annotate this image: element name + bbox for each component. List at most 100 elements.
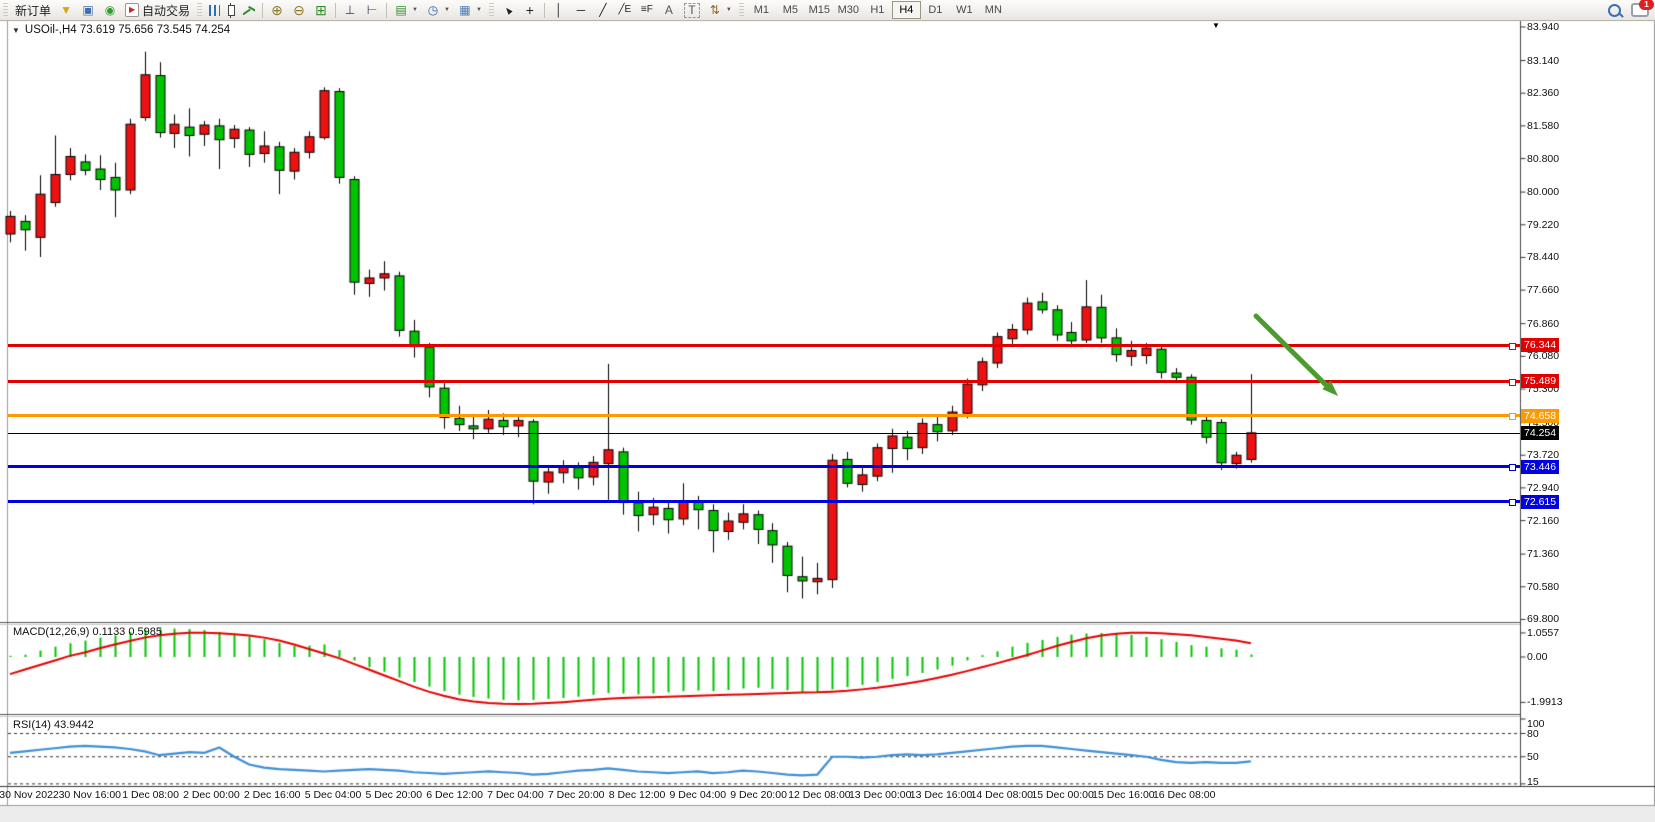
search-icon[interactable] bbox=[1608, 3, 1621, 17]
fibonacci-button[interactable]: ≡F bbox=[640, 4, 653, 15]
separate-window-button[interactable]: ⊢ bbox=[366, 3, 378, 17]
line-chart-icon bbox=[243, 5, 255, 15]
level-line-73.446[interactable] bbox=[8, 464, 1520, 472]
horizontal-line-button[interactable]: ─ bbox=[576, 3, 586, 17]
rsi-tick-label: 80 bbox=[1527, 727, 1539, 740]
text-button[interactable]: A bbox=[664, 3, 673, 17]
crosshair-button[interactable]: + bbox=[525, 2, 534, 18]
timeframe-h4[interactable]: H4 bbox=[891, 1, 921, 19]
price-tick-label: 79.220 bbox=[1527, 218, 1560, 231]
time-tick-label: 30 Nov 16:00 bbox=[58, 789, 122, 801]
level-line-75.489[interactable] bbox=[8, 378, 1520, 386]
candlestick-button[interactable] bbox=[224, 1, 239, 19]
timeframe-mn[interactable]: MN bbox=[984, 4, 1002, 16]
price-tick-label: 72.940 bbox=[1527, 481, 1560, 494]
trendline-button[interactable]: ╱ bbox=[599, 3, 607, 17]
price-tick-label: 83.140 bbox=[1527, 54, 1560, 67]
rsi-label: RSI(14) 43.9442 bbox=[13, 719, 94, 731]
timeframe-m15[interactable]: M15 bbox=[808, 4, 831, 16]
time-tick-label: 5 Dec 04:00 bbox=[304, 789, 362, 801]
text-label-button[interactable]: T bbox=[680, 1, 704, 19]
indicators-window-button[interactable]: ⊥ bbox=[344, 3, 356, 17]
time-tick-label: 16 Dec 08:00 bbox=[1152, 789, 1216, 801]
price-tick-label: 80.000 bbox=[1527, 186, 1560, 199]
new-chart-dropdown[interactable]: ▤ ▼ bbox=[395, 3, 418, 17]
line-handle[interactable] bbox=[1509, 499, 1516, 507]
rsi-tick-label: 100 bbox=[1527, 718, 1545, 730]
tile-windows-button[interactable]: ⊞ bbox=[315, 2, 327, 18]
price-tag-74.254: 74.254 bbox=[1521, 425, 1560, 440]
price-tag-75.489: 75.489 bbox=[1521, 374, 1560, 389]
time-tick-label: 5 Dec 20:00 bbox=[365, 789, 423, 801]
price-tick-label: 82.360 bbox=[1527, 87, 1560, 100]
line-handle[interactable] bbox=[1509, 464, 1516, 472]
macd-tick-label: -1.9913 bbox=[1527, 696, 1563, 709]
toolbar: 新订单 ▼ ▣ ◉ ▶ 自动交易 ⊕ ⊖ ⊞ ⊥ ⊢ ▤ ▼ ◷ ▼ ▦ ▼ ▲ + … bbox=[0, 0, 1655, 21]
time-tick-label: 15 Dec 00:00 bbox=[1031, 789, 1094, 801]
time-tick-label: 9 Dec 04:00 bbox=[669, 789, 727, 801]
rsi-tick-label: 15 bbox=[1527, 776, 1539, 788]
timeframe-w1[interactable]: W1 bbox=[956, 4, 973, 16]
chart-shift-marker[interactable]: ▼ bbox=[1212, 21, 1220, 30]
line-chart-button[interactable] bbox=[239, 1, 259, 19]
signals-icon[interactable]: ◉ bbox=[104, 3, 116, 17]
timeframe-m30[interactable]: M30 bbox=[837, 4, 860, 16]
time-tick-label: 30 Nov 2022 bbox=[0, 789, 59, 801]
timeframe-d1[interactable]: D1 bbox=[928, 4, 943, 16]
chart-title: ▼ USOil-,H4 73.619 75.656 73.545 74.254 bbox=[12, 24, 230, 36]
timeframe-m1[interactable]: M1 bbox=[753, 4, 769, 16]
trend-arrow-annotation[interactable] bbox=[1246, 306, 1346, 406]
price-tag-72.615: 72.615 bbox=[1521, 494, 1560, 509]
channel-button[interactable]: ╱E bbox=[618, 4, 632, 15]
current-price-line bbox=[8, 432, 1520, 434]
line-handle[interactable] bbox=[1509, 413, 1516, 421]
chart-title-text: USOil-,H4 73.619 75.656 73.545 74.254 bbox=[24, 24, 231, 36]
candlestick-icon bbox=[228, 2, 236, 18]
time-tick-label: 9 Dec 20:00 bbox=[730, 789, 787, 801]
level-line-72.615[interactable] bbox=[8, 499, 1520, 507]
level-line-76.344[interactable] bbox=[8, 342, 1520, 350]
bar-chart-button[interactable] bbox=[205, 1, 224, 19]
line-handle[interactable] bbox=[1509, 378, 1516, 386]
time-tick-label: 13 Dec 16:00 bbox=[909, 789, 973, 801]
zoom-in-button[interactable]: ⊕ bbox=[271, 2, 283, 18]
chat-icon[interactable]: 1 bbox=[1631, 0, 1654, 17]
time-tick-label: 15 Dec 16:00 bbox=[1092, 789, 1155, 801]
price-tick-label: 76.080 bbox=[1527, 350, 1560, 363]
timeframe-h1[interactable]: H1 bbox=[870, 4, 885, 16]
bar-chart-icon bbox=[209, 4, 221, 16]
timeframe-m5[interactable]: M5 bbox=[782, 4, 798, 16]
time-tick-label: 6 Dec 12:00 bbox=[426, 789, 483, 801]
line-handle[interactable] bbox=[1509, 342, 1516, 350]
price-tick-label: 76.860 bbox=[1527, 317, 1560, 330]
new-order-button[interactable]: 新订单 bbox=[15, 3, 52, 18]
vertical-line-button[interactable]: │ bbox=[555, 3, 563, 17]
community-icon[interactable]: ▣ bbox=[82, 3, 94, 17]
template-dropdown[interactable]: ▦ ▼ bbox=[459, 3, 482, 17]
period-dropdown[interactable]: ◷ ▼ bbox=[427, 3, 450, 17]
price-tag-73.446: 73.446 bbox=[1521, 459, 1560, 474]
funnel-icon[interactable]: ▼ bbox=[60, 3, 72, 17]
price-tick-label: 69.800 bbox=[1527, 613, 1560, 626]
time-tick-label: 2 Dec 16:00 bbox=[243, 789, 301, 801]
time-tick-label: 8 Dec 12:00 bbox=[608, 789, 666, 801]
time-tick-label: 12 Dec 08:00 bbox=[788, 789, 851, 801]
symbol-dropdown-icon[interactable]: ▼ bbox=[12, 25, 20, 35]
timeframe-group: M1 M5 M15 M30 H1 H4 D1 W1 MN bbox=[747, 1, 1008, 19]
time-tick-label: 7 Dec 20:00 bbox=[547, 789, 605, 801]
rsi-tick-label: 50 bbox=[1527, 750, 1539, 763]
time-tick-label: 7 Dec 04:00 bbox=[487, 789, 544, 801]
arrows-dropdown[interactable]: ⇅ ▼ bbox=[709, 3, 732, 17]
autotrading-button[interactable]: ▶ 自动交易 bbox=[121, 1, 194, 19]
level-line-74.658[interactable] bbox=[8, 413, 1520, 421]
autotrading-icon: ▶ bbox=[125, 3, 140, 17]
macd-label: MACD(12,26,9) 0.1133 0.5985 bbox=[13, 626, 162, 638]
price-tick-label: 77.660 bbox=[1527, 284, 1560, 297]
zoom-out-button[interactable]: ⊖ bbox=[293, 2, 305, 18]
macd-tick-label: 0.00 bbox=[1527, 651, 1548, 663]
price-tick-label: 71.360 bbox=[1527, 548, 1560, 561]
macd-tick-label: 1.0557 bbox=[1527, 626, 1560, 639]
cursor-button[interactable]: ▲ bbox=[500, 2, 516, 18]
time-tick-label: 13 Dec 00:00 bbox=[848, 789, 912, 801]
